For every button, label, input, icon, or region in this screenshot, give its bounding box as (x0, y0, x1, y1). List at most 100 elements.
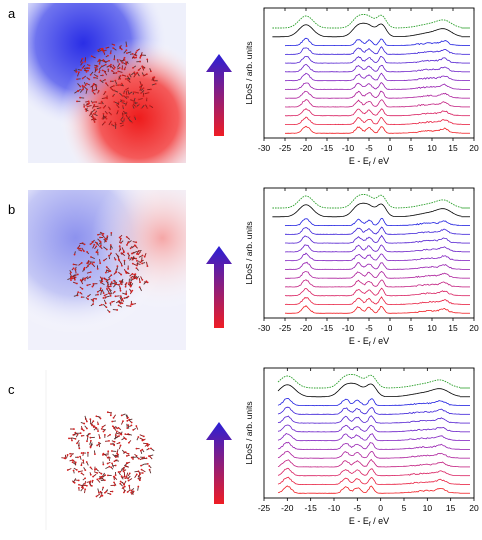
ldos-series (285, 252, 462, 262)
oxygen-atom (101, 277, 104, 280)
oxygen-atom (135, 267, 138, 270)
oxygen-atom (73, 428, 75, 430)
oxygen-atom (111, 95, 114, 98)
oxygen-atom (142, 87, 145, 90)
oxygen-atom (114, 271, 117, 274)
oxygen-atom (83, 243, 86, 246)
oxygen-atom (89, 445, 92, 448)
oxygen-atom (114, 456, 117, 458)
oxygen-atom (104, 78, 106, 81)
x-tick-label: -30 (258, 323, 271, 333)
oxygen-atom (84, 84, 87, 87)
ldos-series (285, 72, 462, 82)
oxygen-atom (119, 302, 122, 305)
oxygen-atom (81, 61, 84, 64)
oxygen-atom (107, 54, 109, 57)
oxygen-atom (140, 92, 142, 95)
oxygen-atom (82, 429, 85, 432)
oxygen-atom (86, 440, 88, 443)
oxygen-atom (120, 283, 123, 286)
oxygen-atom (97, 423, 100, 426)
oxygen-atom (135, 54, 138, 57)
ldos-series (284, 82, 462, 90)
oxygen-atom (114, 258, 117, 261)
oxygen-atom (112, 84, 115, 87)
oxygen-atom (130, 256, 133, 259)
oxygen-atom (93, 92, 96, 95)
oxygen-atom (77, 291, 80, 294)
oxygen-atom (106, 97, 109, 100)
oxygen-atom (91, 90, 94, 93)
oxygen-atom (123, 59, 126, 61)
ldos-series (277, 476, 460, 486)
x-tick-label: -15 (321, 323, 334, 333)
oxygen-atom (139, 56, 142, 59)
oxygen-atom (133, 102, 135, 105)
oxygen-atom (104, 121, 106, 123)
oxygen-atom (91, 479, 94, 482)
panel-c: c -25 -20 -15 -10 -5 0 5 10 15 20 LDoS / arb. unit… (0, 360, 482, 540)
oxygen-atom (133, 244, 136, 247)
oxygen-atom (99, 106, 102, 109)
oxygen-atom (128, 115, 131, 118)
x-tick-label: 15 (448, 323, 458, 333)
ldos-series (277, 458, 461, 468)
oxygen-atom (135, 257, 138, 260)
oxygen-atom (106, 287, 108, 290)
oxygen-atom (117, 283, 120, 286)
ldos-series (277, 467, 460, 477)
oxygen-atom (130, 491, 133, 494)
oxygen-atom (90, 55, 93, 58)
oxygen-atom (146, 442, 148, 445)
oxygen-atom (140, 468, 143, 471)
y-axis-label: LDoS / arb. units (244, 41, 254, 104)
oxygen-atom (131, 121, 134, 124)
x-tick-label: 10 (427, 143, 437, 153)
oxygen-atom (145, 457, 148, 460)
oxygen-atom (72, 469, 75, 472)
panel-label: c (8, 382, 15, 397)
oxygen-atom (127, 295, 130, 298)
oxygen-atom (118, 259, 120, 262)
x-tick-label: -10 (342, 323, 355, 333)
x-tick-label: 5 (409, 143, 414, 153)
oxygen-atom (80, 434, 83, 437)
oxygen-atom (77, 90, 80, 93)
oxygen-atom (87, 265, 89, 267)
oxygen-atom (116, 309, 119, 311)
oxygen-atom (134, 73, 136, 76)
oxygen-atom (80, 472, 83, 475)
oxygen-atom (79, 291, 82, 294)
oxygen-atom (110, 466, 113, 469)
oxygen-atom (80, 249, 83, 252)
oxygen-atom (106, 456, 109, 459)
oxygen-atom (89, 480, 92, 483)
oxygen-atom (78, 483, 80, 486)
oxygen-atom (140, 87, 142, 90)
ldos-series (272, 202, 462, 218)
oxygen-atom (132, 278, 134, 280)
oxygen-atom (98, 71, 101, 74)
oxygen-atom (70, 271, 72, 274)
oxygen-atom (71, 277, 74, 280)
oxygen-atom (82, 452, 85, 454)
oxygen-atom (79, 432, 82, 435)
oxygen-atom (102, 106, 105, 109)
oxygen-atom (92, 282, 95, 285)
panel-a: a -30 -25 -20 -15 -10 -5 0 5 1 (0, 0, 482, 180)
oxygen-atom (121, 297, 124, 300)
oxygen-atom (131, 262, 134, 265)
molecule-cluster (61, 411, 155, 499)
oxygen-atom (100, 472, 103, 475)
x-tick-label: 5 (402, 503, 407, 513)
oxygen-atom (129, 284, 132, 287)
oxygen-atom (74, 276, 77, 279)
oxygen-atom (135, 51, 138, 54)
oxygen-atom (123, 56, 126, 59)
oxygen-atom (126, 419, 129, 422)
oxygen-atom (125, 62, 128, 65)
oxygen-atom (69, 455, 72, 458)
oxygen-atom (138, 479, 141, 482)
oxygen-atom (125, 88, 127, 91)
x-tick-label: -30 (258, 143, 271, 153)
